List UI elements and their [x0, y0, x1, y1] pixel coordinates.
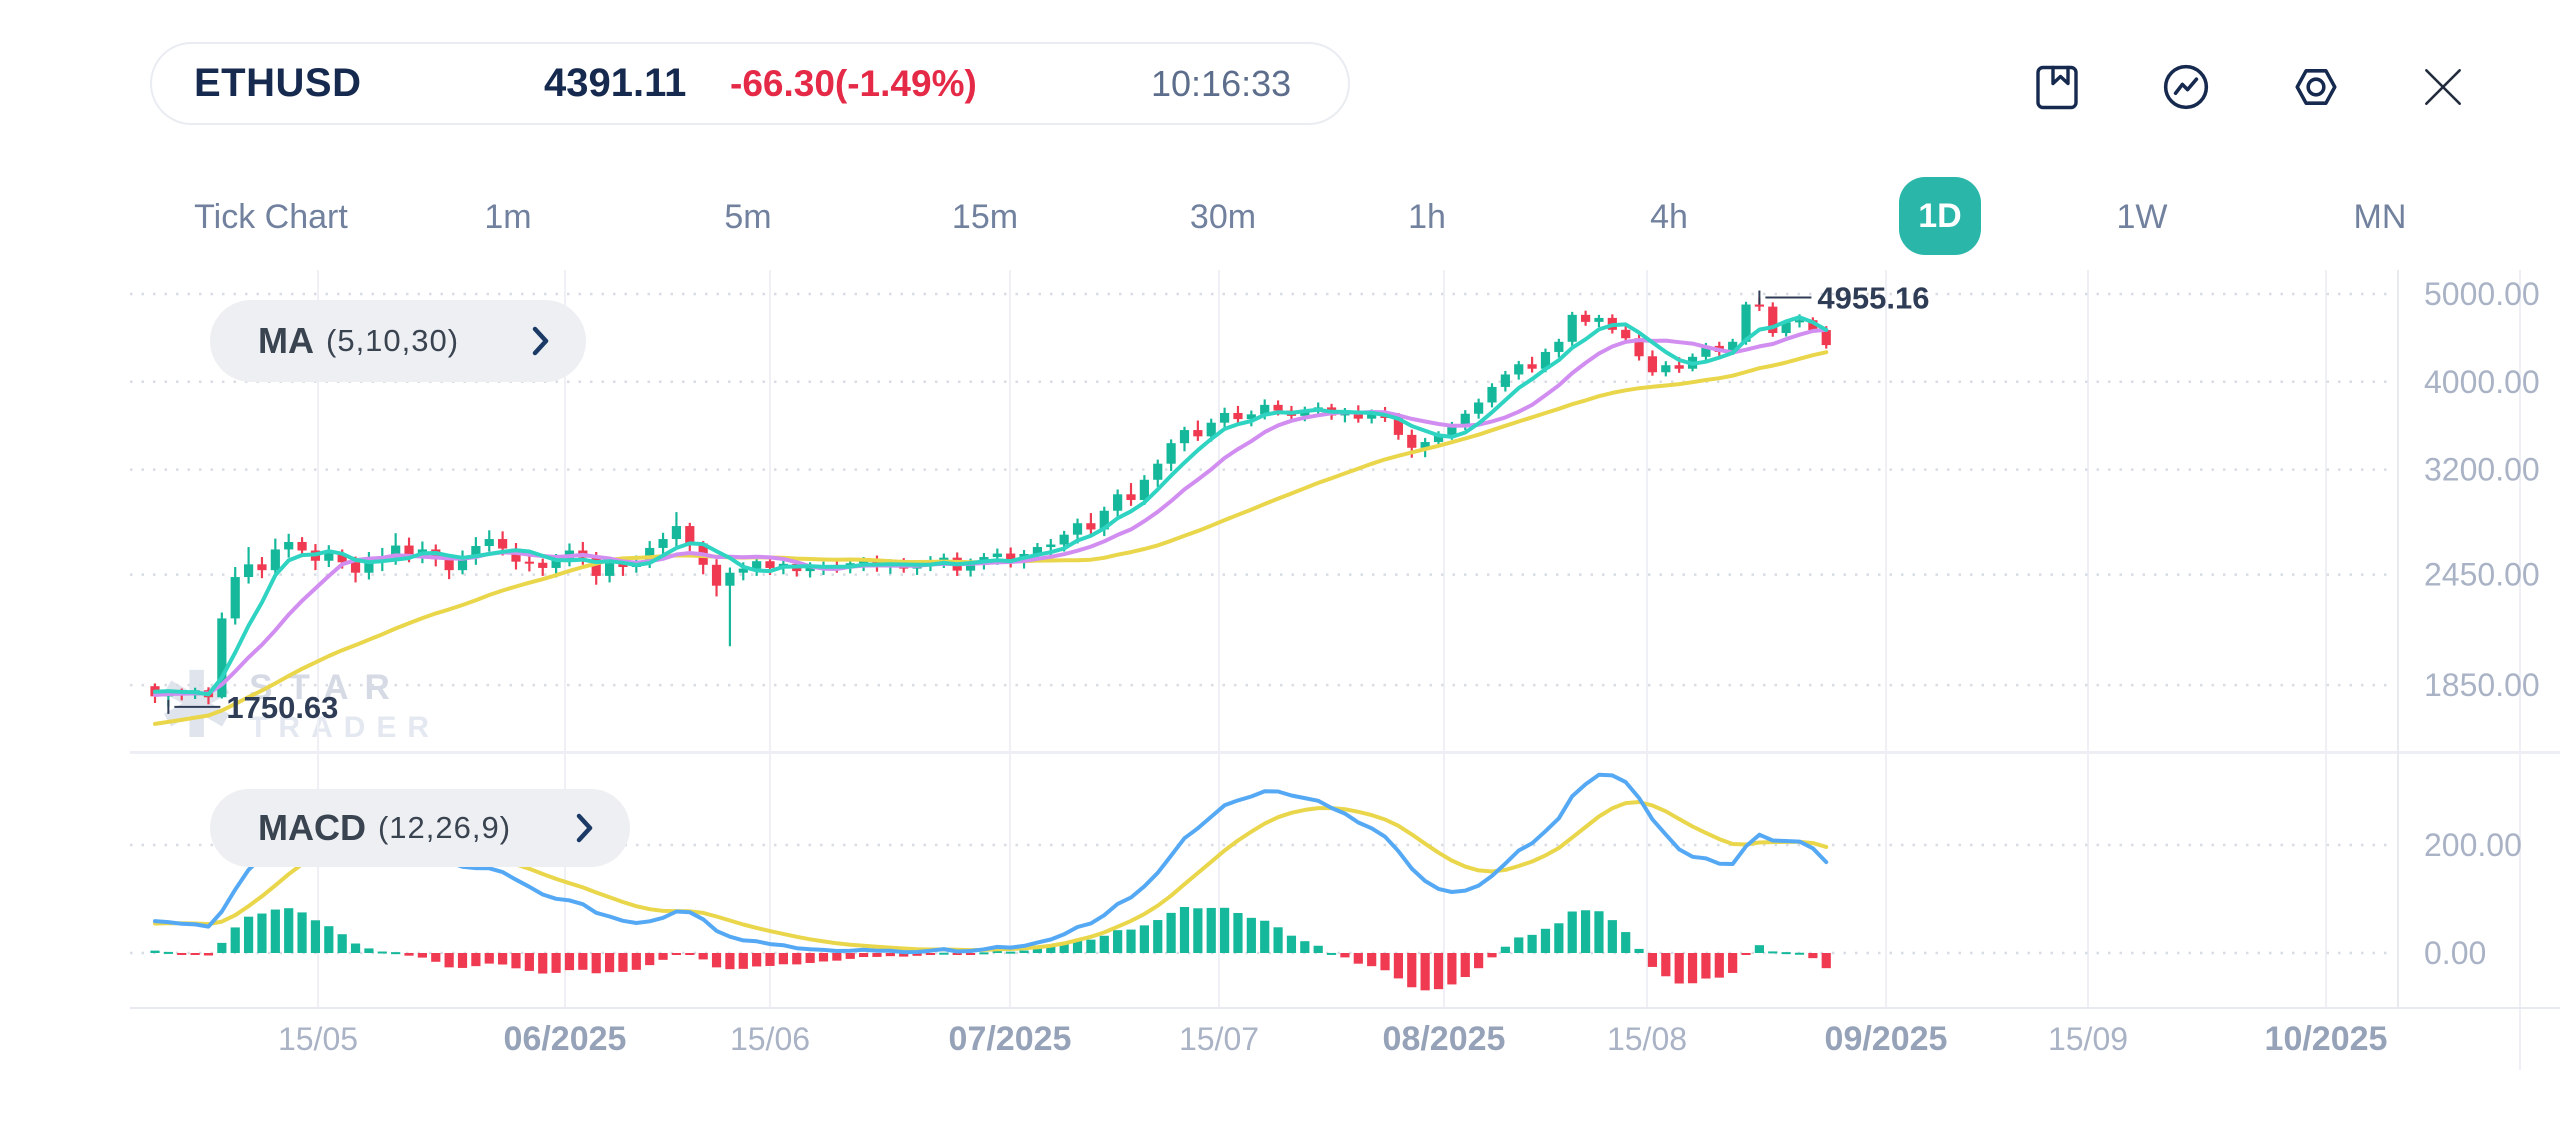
svg-text:0.00: 0.00	[2424, 935, 2486, 971]
svg-text:10/2025: 10/2025	[2265, 1020, 2388, 1058]
svg-text:3200.00: 3200.00	[2424, 452, 2540, 488]
indicators-button[interactable]	[2150, 51, 2222, 123]
svg-text:07/2025: 07/2025	[949, 1020, 1072, 1058]
tab-5m[interactable]: 5m	[724, 197, 772, 236]
close-button[interactable]	[2407, 51, 2479, 123]
chevron-right-icon	[530, 324, 552, 358]
svg-text:200.00: 200.00	[2424, 827, 2522, 863]
svg-text:15/05: 15/05	[278, 1021, 358, 1057]
chevron-right-icon	[574, 811, 596, 845]
svg-text:1850.00: 1850.00	[2424, 667, 2540, 703]
macd-indicator-params: (12,26,9)	[377, 810, 512, 845]
svg-text:15/07: 15/07	[1179, 1021, 1259, 1057]
price-change: -66.30(-1.49%)	[730, 62, 977, 104]
tab-30m[interactable]: 30m	[1189, 197, 1257, 236]
settings-button[interactable]	[2280, 51, 2352, 123]
svg-text:15/06: 15/06	[730, 1021, 810, 1057]
svg-text:15/08: 15/08	[1607, 1021, 1687, 1057]
tab-1h[interactable]: 1h	[1408, 197, 1446, 236]
settings-gear-icon	[2295, 69, 2337, 105]
tab-1m[interactable]: 1m	[484, 197, 532, 236]
svg-text:06/2025: 06/2025	[504, 1020, 627, 1058]
tab-1w[interactable]: 1W	[2116, 197, 2168, 236]
ma-indicator-pill[interactable]: MA (5,10,30)	[210, 300, 586, 382]
symbol-label: ETHUSD	[194, 61, 362, 105]
last-price: 4391.11	[544, 61, 687, 105]
ma-indicator-name: MA	[258, 320, 314, 361]
watermark-line2: TRADER	[249, 710, 441, 744]
macd-indicator-name: MACD	[258, 807, 366, 848]
tab-1d[interactable]: 1D	[1899, 177, 1981, 255]
bookmark-icon	[2036, 65, 2078, 110]
svg-text:4000.00: 4000.00	[2424, 364, 2540, 400]
tab-tick-chart[interactable]: Tick Chart	[194, 197, 348, 236]
quote-time: 10:16:33	[1151, 62, 1292, 104]
indicator-trend-icon	[2163, 64, 2209, 110]
svg-text:5000.00: 5000.00	[2424, 276, 2540, 312]
tab-4h[interactable]: 4h	[1650, 197, 1688, 236]
svg-text:2450.00: 2450.00	[2424, 557, 2540, 593]
svg-text:15/09: 15/09	[2048, 1021, 2128, 1057]
bookmark-button[interactable]	[2021, 51, 2093, 123]
tab-mn[interactable]: MN	[2353, 197, 2407, 236]
svg-text:4955.16: 4955.16	[1817, 281, 1929, 316]
tab-15m[interactable]: 15m	[951, 197, 1019, 236]
svg-text:08/2025: 08/2025	[1383, 1020, 1506, 1058]
quote-header: ETHUSD 4391.11 -66.30(-1.49%) 10:16:33	[150, 42, 1350, 125]
svg-text:1750.63: 1750.63	[226, 690, 338, 725]
close-icon	[2425, 69, 2461, 105]
macd-indicator-pill[interactable]: MACD (12,26,9)	[210, 789, 630, 867]
svg-text:09/2025: 09/2025	[1825, 1020, 1948, 1058]
ma-indicator-params: (5,10,30)	[326, 323, 460, 358]
